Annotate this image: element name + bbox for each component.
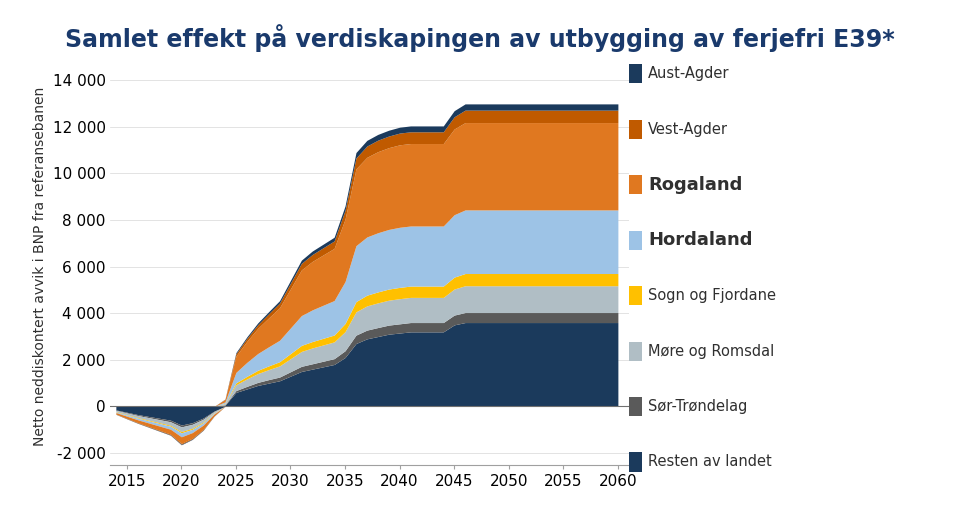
Text: Hordaland: Hordaland bbox=[648, 231, 753, 249]
Text: Rogaland: Rogaland bbox=[648, 176, 742, 194]
Text: Samlet effekt på verdiskapingen av utbygging av ferjefri E39*: Samlet effekt på verdiskapingen av utbyg… bbox=[65, 24, 895, 52]
Text: Møre og Romsdal: Møre og Romsdal bbox=[648, 344, 775, 359]
Y-axis label: Netto neddiskontert avvik i BNP fra referansebanen: Netto neddiskontert avvik i BNP fra refe… bbox=[33, 87, 47, 446]
Text: Vest-Agder: Vest-Agder bbox=[648, 122, 728, 137]
Text: Resten av landet: Resten av landet bbox=[648, 455, 772, 469]
Text: Sør-Trøndelag: Sør-Trøndelag bbox=[648, 399, 748, 414]
Text: Sogn og Fjordane: Sogn og Fjordane bbox=[648, 288, 776, 303]
Text: Aust-Agder: Aust-Agder bbox=[648, 67, 730, 81]
